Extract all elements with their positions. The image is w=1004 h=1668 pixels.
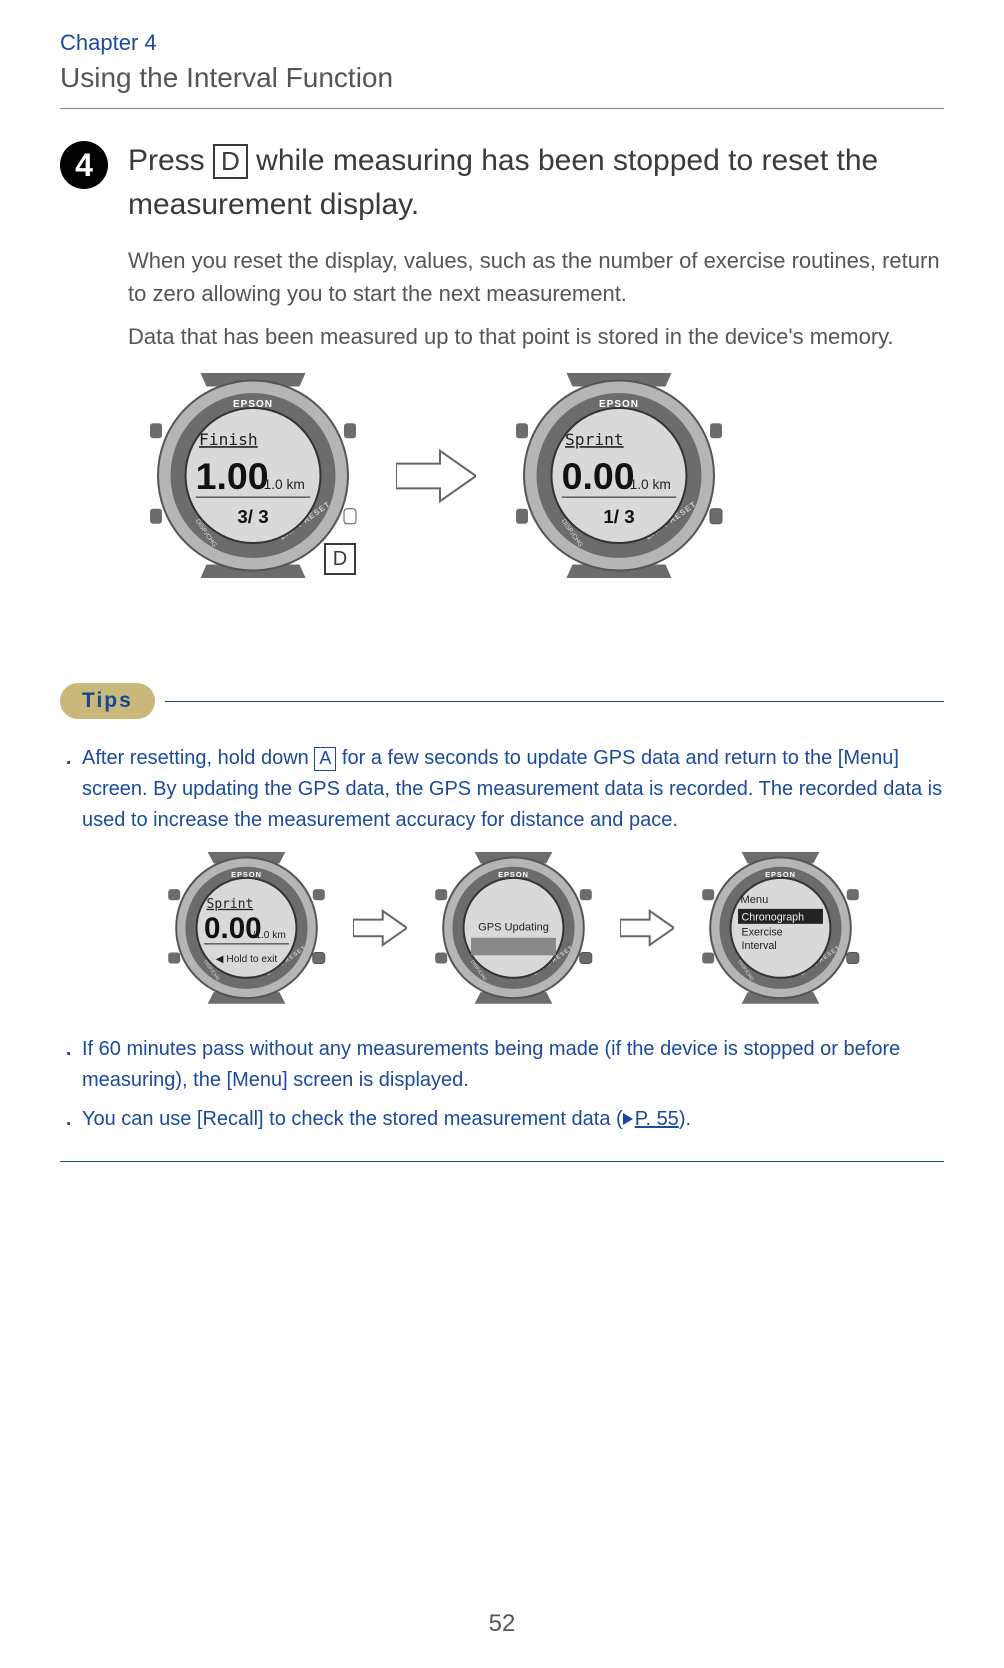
step-heading-pre: Press (128, 144, 213, 177)
watch-hold-exit: EPSON START/STOP LAP / RESET DISP./CHG S… (154, 852, 339, 1014)
svg-text:/1.0 km: /1.0 km (260, 477, 305, 492)
tip-3-pre: You can use [Recall] to check the stored… (82, 1108, 623, 1130)
watch-illustration-row: EPSON START/STOP LAP / RESET DISP./CHG F… (128, 373, 944, 583)
section-title: Using the Interval Function (60, 62, 944, 109)
watch-sprint-reset: EPSON START/STOP LAP / RESET DISP./CHG S… (494, 373, 744, 583)
svg-text:GPS Updating: GPS Updating (478, 921, 549, 933)
svg-text:0.00: 0.00 (562, 455, 635, 497)
step-number-badge: 4 (60, 141, 108, 189)
arrow-icon (396, 448, 476, 509)
key-d-box: D (213, 144, 248, 179)
svg-text:Interval: Interval (741, 940, 776, 952)
tip-3: You can use [Recall] to check the stored… (60, 1104, 944, 1135)
tips-header: Tips (60, 683, 944, 719)
svg-text:Exercise: Exercise (741, 926, 782, 938)
tips-list: After resetting, hold down A for a few s… (60, 743, 944, 1162)
arrow-icon (353, 909, 407, 957)
tip-1-pre: After resetting, hold down (82, 747, 314, 769)
step-heading: Press D while measuring has been stopped… (128, 139, 944, 226)
watch-finish: EPSON START/STOP LAP / RESET DISP./CHG F… (128, 373, 378, 583)
tips-pill: Tips (60, 683, 155, 719)
page-number: 52 (0, 1610, 1004, 1638)
svg-text:1/ 3: 1/ 3 (603, 506, 634, 527)
step-para-1: When you reset the display, values, such… (128, 244, 944, 310)
svg-text:1.00: 1.00 (196, 455, 269, 497)
svg-text:Finish: Finish (199, 430, 258, 449)
svg-text:Chronograph: Chronograph (741, 911, 804, 923)
svg-text:3/ 3: 3/ 3 (237, 506, 268, 527)
svg-text:Menu: Menu (740, 894, 768, 906)
svg-text:/1.0 km: /1.0 km (626, 477, 671, 492)
svg-text:Sprint: Sprint (206, 897, 253, 912)
step-4: 4 Press D while measuring has been stopp… (60, 139, 944, 623)
watch-menu: EPSON START/STOP LAP / RESET DISP./CHG M… (688, 852, 873, 1014)
svg-text:◀ Hold to exit: ◀ Hold to exit (215, 954, 277, 965)
tip-1: After resetting, hold down A for a few s… (60, 743, 944, 1014)
tip-2: If 60 minutes pass without any measureme… (60, 1034, 944, 1096)
tips-divider (165, 701, 944, 702)
arrow-icon (620, 909, 674, 957)
key-a-box: A (314, 747, 336, 771)
chapter-label: Chapter 4 (60, 30, 944, 56)
page-link[interactable]: P. 55 (635, 1108, 679, 1130)
key-d-label: D (324, 543, 356, 575)
tip-3-post: ). (679, 1108, 691, 1130)
step-para-2: Data that has been measured up to that p… (128, 320, 944, 353)
link-arrow-icon (623, 1113, 633, 1125)
svg-text:Sprint: Sprint (565, 430, 624, 449)
svg-text:/1.0 km: /1.0 km (252, 930, 285, 941)
watch-gps-updating: EPSON START/STOP LAP / RESET DISP./CHG G… (421, 852, 606, 1014)
tip-watch-row: EPSON START/STOP LAP / RESET DISP./CHG S… (82, 852, 944, 1014)
